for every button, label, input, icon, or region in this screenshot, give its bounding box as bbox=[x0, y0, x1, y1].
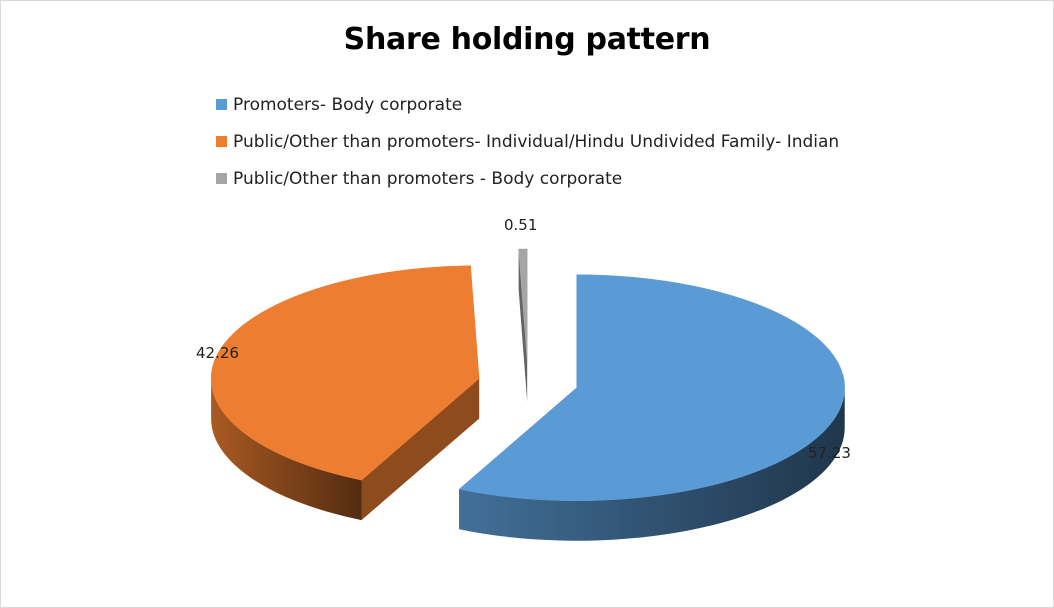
pie-slice-public-body-corporate bbox=[518, 248, 528, 363]
pie-slice-wall-public-body-corporate-0 bbox=[518, 249, 528, 403]
legend-swatch-public-body-corporate bbox=[216, 173, 227, 184]
data-label-public-body-corporate: 0.51 bbox=[504, 216, 537, 234]
legend-item-public-body-corporate: Public/Other than promoters - Body corpo… bbox=[216, 160, 839, 197]
pie-slice-wall-public-individual-0 bbox=[361, 378, 480, 521]
legend-item-promoters: Promoters- Body corporate bbox=[216, 86, 839, 123]
legend-label-promoters: Promoters- Body corporate bbox=[233, 94, 463, 115]
pie-slice-side-public-body-corporate bbox=[518, 249, 528, 403]
pie-tops bbox=[210, 248, 845, 501]
legend-label-public-body-corporate: Public/Other than promoters - Body corpo… bbox=[233, 168, 623, 189]
data-label-promoters: 57.23 bbox=[808, 444, 851, 462]
legend-item-public-individual: Public/Other than promoters- Individual/… bbox=[216, 123, 839, 160]
pie-slice-promoters bbox=[458, 274, 845, 501]
data-label-public-individual: 42.26 bbox=[196, 344, 239, 362]
legend-swatch-promoters bbox=[216, 99, 227, 110]
legend: Promoters- Body corporate Public/Other t… bbox=[216, 86, 839, 197]
chart-title: Share holding pattern bbox=[343, 22, 711, 57]
pie-slice-edge-public-individual bbox=[211, 378, 362, 521]
pie-data-labels: 57.23 42.26 0.51 bbox=[196, 216, 851, 462]
legend-swatch-public-individual bbox=[216, 136, 227, 147]
pie-slice-public-individual bbox=[210, 265, 480, 481]
legend-label-public-individual: Public/Other than promoters- Individual/… bbox=[233, 131, 840, 152]
pie-slice-edge-promoters bbox=[459, 387, 845, 541]
